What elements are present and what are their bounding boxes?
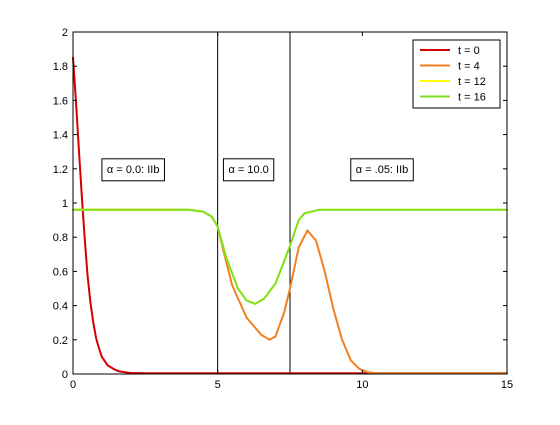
y-tick-label: 0.4 xyxy=(53,301,68,313)
x-tick-label: 0 xyxy=(70,379,76,391)
y-tick-label: 0.2 xyxy=(53,335,68,347)
legend-label: t = 16 xyxy=(458,92,486,104)
legend-item: t = 16 xyxy=(420,92,486,104)
legend-item: t = 0 xyxy=(420,45,480,57)
series-line-0 xyxy=(72,56,508,375)
annotation-text: α = 0.0: IIb xyxy=(107,164,160,176)
region-divider-lines xyxy=(217,32,291,374)
annotations: α = 0.0: IIb α = 10.0 α = .05: IIb xyxy=(101,158,414,182)
annotation-box-1: α = 10.0 xyxy=(222,158,275,182)
annotation-frame xyxy=(101,158,165,182)
x-tick-label: 10 xyxy=(356,379,368,391)
y-tick-label: 1.8 xyxy=(53,61,68,73)
annotation-frame xyxy=(222,158,275,182)
y-tick-label: 0 xyxy=(62,369,68,381)
y-tick-label: 0.8 xyxy=(53,232,68,244)
x-tick-label: 5 xyxy=(215,379,221,391)
annotation-text: α = 10.0 xyxy=(228,164,268,176)
legend-label: t = 12 xyxy=(458,76,486,88)
legend-label: t = 0 xyxy=(458,45,480,57)
annotation-text: α = .05: IIb xyxy=(356,164,409,176)
annotation-box-0: α = 0.0: IIb xyxy=(101,158,165,182)
y-tick-label: 1.6 xyxy=(53,95,68,107)
series-layer xyxy=(72,56,508,375)
y-tick-label: 1.2 xyxy=(53,164,68,176)
y-tick-label: 1.4 xyxy=(53,130,68,142)
legend: t = 0 t = 4 t = 12 t = 16 xyxy=(412,39,501,109)
y-axis: 0 0.2 0.4 0.6 0.8 1 1.2 1.4 1.6 1.8 2 xyxy=(53,27,507,381)
y-tick-label: 0.6 xyxy=(53,266,68,278)
x-tick-label: 15 xyxy=(501,379,513,391)
y-tick-label: 1 xyxy=(62,198,68,210)
annotation-frame xyxy=(350,158,414,182)
legend-item: t = 4 xyxy=(420,61,480,73)
legend-item: t = 12 xyxy=(420,76,486,88)
annotation-box-2: α = .05: IIb xyxy=(350,158,414,182)
legend-label: t = 4 xyxy=(458,61,480,73)
series-line-3 xyxy=(72,208,508,305)
y-tick-label: 2 xyxy=(62,27,68,39)
x-axis: 0 5 10 15 xyxy=(70,32,513,391)
